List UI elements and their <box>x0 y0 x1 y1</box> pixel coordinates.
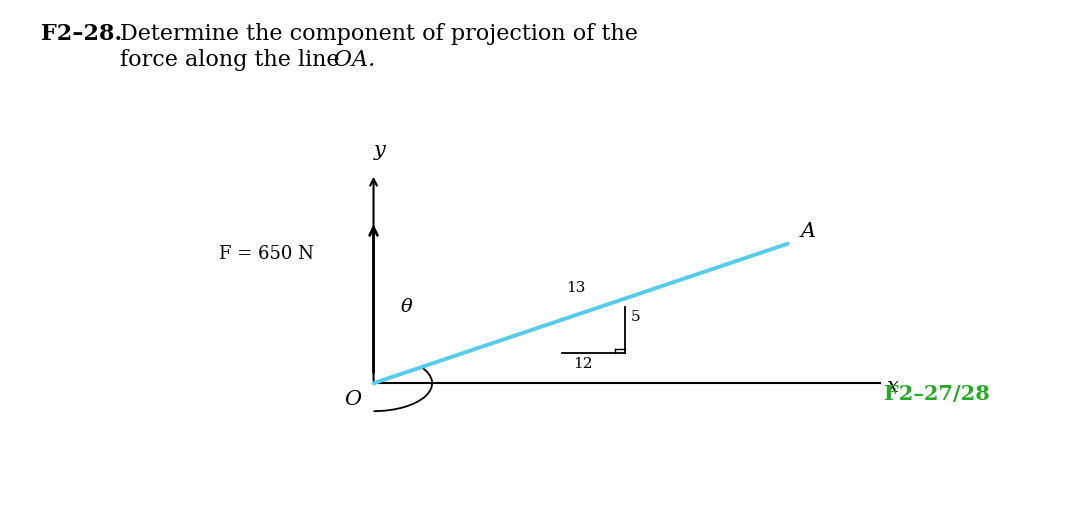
Text: Determine the component of projection of the
force along the line: Determine the component of projection of… <box>120 23 638 71</box>
Text: θ: θ <box>401 298 413 316</box>
Text: F2–28.: F2–28. <box>41 23 122 45</box>
Text: A: A <box>800 222 815 241</box>
Text: F2–27/28: F2–27/28 <box>885 384 990 404</box>
Text: 13: 13 <box>566 281 585 295</box>
Text: y: y <box>374 141 386 160</box>
Text: 5: 5 <box>631 310 640 324</box>
Text: O: O <box>343 390 361 409</box>
Text: 12: 12 <box>573 357 593 371</box>
Text: F = 650 N: F = 650 N <box>218 244 313 263</box>
Text: x: x <box>887 377 899 396</box>
Text: OA.: OA. <box>120 23 375 71</box>
